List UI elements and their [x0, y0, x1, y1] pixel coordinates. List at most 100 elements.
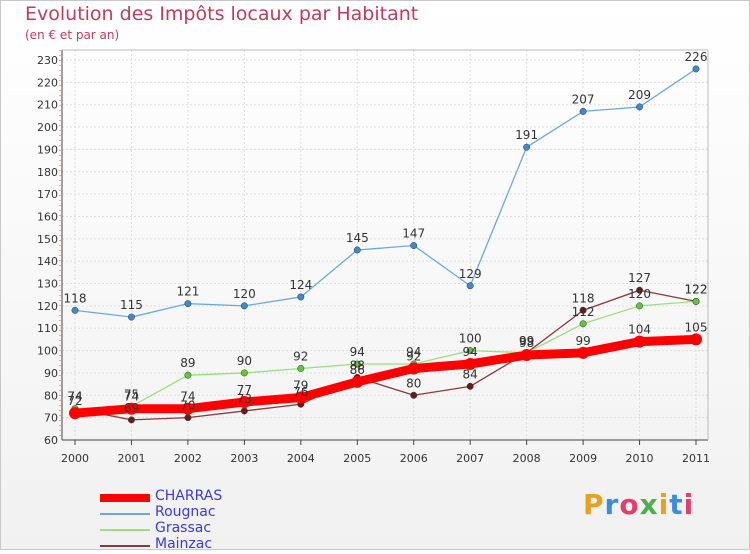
- data-label-grassac: 94: [350, 345, 365, 359]
- logo-letter: i: [658, 488, 670, 521]
- y-tick-label: 230: [37, 54, 58, 67]
- series-line-grassac: [74, 300, 697, 410]
- data-point-mainzac: [636, 286, 643, 294]
- data-label-charras: 74: [180, 390, 195, 404]
- y-tick-label: 120: [37, 300, 58, 313]
- data-label-grassac: 120: [628, 287, 651, 301]
- series-line-mainzac: [74, 289, 697, 421]
- y-tick-label: 200: [37, 121, 58, 134]
- data-label-mainzac: 88: [350, 358, 365, 372]
- data-point-rougnac: [579, 107, 587, 115]
- data-label-rougnac: 147: [402, 227, 425, 241]
- y-tick-label: 100: [37, 345, 58, 358]
- data-point-rougnac: [692, 65, 700, 73]
- series-lines: [69, 65, 702, 424]
- x-tick-label: 2002: [174, 452, 202, 465]
- data-point-charras: [407, 362, 420, 375]
- data-label-rougnac: 121: [176, 285, 199, 299]
- data-label-charras: 74: [124, 390, 139, 404]
- data-point-rougnac: [466, 282, 474, 290]
- y-tick-label: 70: [44, 412, 58, 425]
- x-tick-label: 2006: [400, 452, 428, 465]
- y-tick-label: 170: [37, 188, 58, 201]
- legend-swatch: [100, 545, 150, 547]
- x-tick-label: 2005: [343, 452, 371, 465]
- x-tick-label: 2004: [287, 452, 315, 465]
- tick-labels: 60 70 80 90 100 110 120 130 140 150 160 170 180 190 20…: [37, 54, 710, 465]
- data-label-charras: 86: [350, 363, 365, 377]
- data-point-grassac: [297, 365, 305, 372]
- data-point-charras: [577, 346, 590, 359]
- y-tick-label: 80: [44, 389, 58, 402]
- axes: [59, 49, 709, 445]
- data-point-charras: [464, 358, 477, 370]
- data-label-charras: 94: [463, 345, 478, 359]
- x-tick-label: 2009: [569, 452, 597, 465]
- data-point-charras: [633, 335, 646, 348]
- data-point-charras: [69, 407, 81, 420]
- data-label-grassac: 94: [406, 345, 421, 359]
- legend-label: Mainzac: [155, 536, 213, 552]
- data-label-mainzac: 99: [519, 334, 534, 348]
- legend-label: CHARRAS: [155, 488, 223, 504]
- data-label-grassac: 100: [459, 332, 482, 346]
- legend-swatch: [100, 494, 150, 502]
- x-tick-label: 2008: [513, 452, 541, 465]
- x-tick-label: 2010: [626, 452, 654, 465]
- data-point-rougnac: [240, 302, 248, 310]
- series-line-rougnac: [74, 68, 697, 318]
- data-point-rougnac: [410, 242, 418, 249]
- legend-swatch: [100, 513, 150, 515]
- data-point-mainzac: [579, 306, 587, 314]
- data-point-mainzac: [184, 414, 192, 422]
- line-chart: 60 70 80 90 100 110 120 130 140 150 160 170 180 190 20…: [37, 49, 710, 465]
- data-label-mainzac: 69: [124, 401, 139, 415]
- y-tick-label: 160: [37, 210, 58, 223]
- data-point-grassac: [636, 302, 643, 310]
- data-point-charras: [294, 391, 307, 404]
- y-tick-label: 90: [44, 367, 58, 380]
- data-point-rougnac: [71, 306, 79, 314]
- logo-letter: P: [583, 488, 605, 521]
- data-point-charras: [351, 375, 364, 388]
- y-tick-label: 210: [37, 99, 58, 112]
- legend-label: Grassac: [155, 520, 212, 536]
- data-label-charras: 72: [67, 394, 82, 408]
- x-tick-label: 2000: [61, 452, 89, 465]
- data-label-mainzac: 84: [463, 367, 478, 381]
- series-line-charras: [70, 334, 701, 418]
- data-point-rougnac: [353, 246, 361, 254]
- data-label-grassac: 112: [572, 305, 595, 319]
- y-tick-label: 130: [37, 278, 58, 291]
- logo-letter: t: [669, 488, 684, 521]
- data-point-grassac: [466, 347, 474, 355]
- data-label-grassac: 92: [293, 349, 308, 363]
- y-tick-label: 150: [37, 233, 58, 246]
- logo-letter: r: [604, 488, 620, 521]
- data-point-charras: [181, 402, 194, 415]
- data-point-mainzac: [466, 382, 474, 390]
- data-label-rougnac: 118: [64, 291, 87, 305]
- grid-lines: [62, 50, 708, 441]
- logo-letter: o: [619, 488, 640, 521]
- proxiti-logo: Proxiti: [583, 488, 694, 521]
- logo-letter: x: [639, 488, 659, 521]
- data-point-grassac: [579, 320, 587, 328]
- x-tick-label: 2007: [456, 452, 484, 465]
- data-label-grassac: 90: [237, 354, 252, 368]
- data-point-grassac: [353, 360, 361, 368]
- data-label-mainzac: 118: [572, 291, 595, 305]
- y-tick-label: 190: [37, 143, 58, 156]
- y-tick-label: 180: [37, 166, 58, 179]
- data-point-charras: [690, 333, 702, 346]
- x-tick-label: 2011: [682, 452, 710, 465]
- x-tick-label: 2003: [230, 452, 258, 465]
- data-label-rougnac: 115: [120, 298, 143, 312]
- data-label-mainzac: 73: [237, 392, 252, 406]
- data-point-rougnac: [636, 103, 643, 111]
- data-label-grassac: 89: [180, 356, 195, 370]
- data-point-mainzac: [128, 416, 135, 424]
- data-label-grassac: 75: [124, 387, 139, 401]
- data-point-rougnac: [523, 143, 531, 151]
- x-tick-label: 2001: [117, 452, 145, 465]
